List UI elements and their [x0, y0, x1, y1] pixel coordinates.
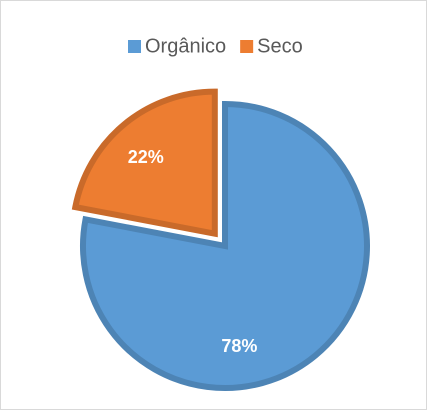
legend-swatch: [240, 40, 254, 53]
pie-slice: [71, 88, 218, 238]
legend-swatch: [128, 40, 141, 53]
data-label: 78%: [221, 336, 257, 356]
pie-slice: [80, 100, 370, 391]
legend-label: Orgânico: [145, 35, 226, 57]
data-label: 22%: [128, 147, 164, 167]
legend-label: Seco: [257, 35, 303, 57]
